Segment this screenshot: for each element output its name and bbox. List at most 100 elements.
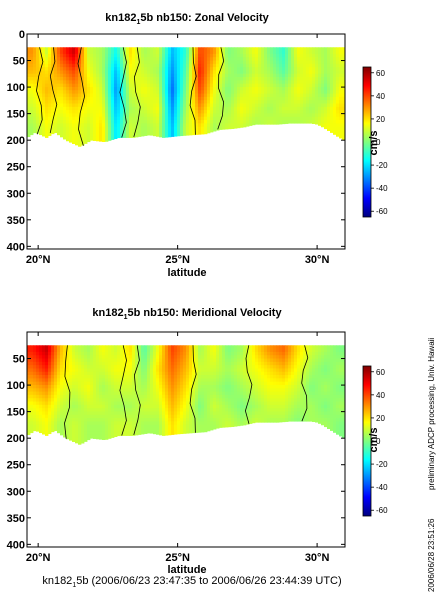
zonal-velocity-cell [294, 90, 298, 94]
zonal-velocity-cell [135, 50, 139, 55]
meridional-velocity-cell [219, 381, 223, 386]
meridional-velocity-cell [246, 375, 250, 379]
zonal-velocity-cell [117, 63, 121, 68]
zonal-velocity-cell [291, 120, 295, 124]
meridional-velocity-cell [246, 414, 250, 419]
zonal-velocity-cell [144, 67, 148, 71]
meridional-velocity-cell [96, 431, 100, 436]
zonal-velocity-cell [42, 113, 46, 118]
meridional-velocity-cell [255, 408, 259, 412]
zonal-velocity-cell [234, 126, 238, 129]
zonal-velocity-cell [201, 86, 205, 91]
zonal-velocity-cell [252, 113, 256, 118]
zonal-velocity-cell [120, 67, 124, 71]
zonal-velocity-cell [150, 83, 154, 88]
meridional-velocity-cell [99, 428, 103, 432]
zonal-velocity-cell [93, 47, 97, 51]
meridional-velocity-cell [123, 355, 127, 359]
zonal-velocity-cell [90, 67, 94, 71]
zonal-velocity-cell [177, 80, 181, 85]
zonal-velocity-cell [324, 47, 328, 51]
zonal-velocity-cell [189, 113, 193, 118]
meridional-velocity-cell [81, 365, 85, 369]
zonal-velocity-cell [171, 73, 175, 78]
zonal-velocity-cell [84, 130, 88, 134]
meridional-velocity-cell [129, 384, 133, 389]
zonal-velocity-cell [162, 103, 166, 108]
zonal-velocity-cell [69, 96, 73, 101]
zonal-velocity-cell [303, 57, 307, 61]
meridional-velocity-cell [171, 414, 175, 419]
meridional-velocity-cell [84, 391, 88, 396]
zonal-velocity-cell [48, 53, 52, 58]
meridional-velocity-cell [99, 348, 103, 353]
meridional-velocity-cell [237, 345, 241, 349]
meridional-velocity-cell [159, 345, 163, 349]
zonal-velocity-cell [72, 113, 76, 118]
meridional-velocity-cell [240, 348, 244, 353]
zonal-velocity-cell [93, 73, 97, 78]
zonal-velocity-cell [180, 126, 184, 131]
zonal-velocity-cell [276, 47, 280, 51]
zonal-latitude-tick-label: 25°N [165, 254, 190, 266]
zonal-velocity-cell [111, 100, 115, 104]
zonal-velocity-cell [138, 133, 142, 137]
meridional-velocity-cell [99, 394, 103, 399]
zonal-velocity-cell [279, 67, 283, 71]
meridional-velocity-cell [45, 404, 49, 409]
meridional-velocity-cell [30, 361, 34, 366]
meridional-velocity-cell [114, 401, 118, 406]
meridional-velocity-cell [60, 394, 64, 399]
zonal-velocity-cell [126, 63, 130, 68]
meridional-velocity-cell [135, 348, 139, 353]
zonal-velocity-cell [201, 123, 205, 128]
meridional-velocity-cell [81, 384, 85, 389]
zonal-velocity-cell [132, 96, 136, 101]
zonal-velocity-cell [279, 53, 283, 58]
meridional-velocity-cell [210, 411, 214, 416]
zonal-velocity-cell [72, 77, 76, 81]
zonal-velocity-cell [174, 103, 178, 108]
zonal-velocity-cell [288, 103, 292, 108]
zonal-velocity-cell [147, 126, 151, 131]
zonal-velocity-cell [72, 47, 76, 51]
meridional-velocity-cell [240, 418, 244, 422]
zonal-velocity-cell [288, 53, 292, 58]
zonal-velocity-cell [75, 139, 79, 144]
meridional-velocity-cell [258, 384, 262, 389]
meridional-velocity-cell [57, 345, 61, 349]
zonal-velocity-cell [201, 126, 205, 131]
zonal-velocity-cell [132, 133, 136, 138]
meridional-velocity-cell [147, 388, 151, 392]
meridional-velocity-cell [33, 418, 37, 422]
zonal-velocity-cell [27, 70, 31, 75]
meridional-velocity-cell [108, 375, 112, 379]
zonal-velocity-cell [90, 96, 94, 101]
meridional-velocity-cell [210, 368, 214, 373]
meridional-velocity-cell [54, 345, 58, 349]
zonal-velocity-cell [237, 120, 241, 124]
zonal-velocity-cell [42, 83, 46, 88]
zonal-velocity-cell [210, 50, 214, 55]
meridional-velocity-cell [234, 424, 238, 427]
zonal-velocity-cell [54, 93, 58, 98]
zonal-velocity-cell [273, 96, 277, 101]
meridional-velocity-cell [192, 365, 196, 369]
meridional-velocity-cell [39, 348, 43, 353]
meridional-velocity-cell [219, 418, 223, 422]
zonal-velocity-cell [177, 90, 181, 94]
zonal-velocity-cell [90, 50, 94, 55]
zonal-velocity-cell [162, 96, 166, 101]
zonal-velocity-cell [276, 57, 280, 61]
meridional-velocity-cell [120, 414, 124, 419]
zonal-velocity-cell [198, 106, 202, 111]
zonal-velocity-cell [324, 123, 328, 128]
zonal-velocity-cell [219, 60, 223, 65]
meridional-velocity-cell [69, 404, 73, 409]
zonal-velocity-cell [75, 60, 79, 65]
meridional-velocity-cell [183, 388, 187, 392]
zonal-velocity-cell [213, 103, 217, 108]
meridional-velocity-cell [75, 421, 79, 426]
meridional-velocity-cell [90, 394, 94, 399]
zonal-velocity-cell [333, 50, 337, 55]
